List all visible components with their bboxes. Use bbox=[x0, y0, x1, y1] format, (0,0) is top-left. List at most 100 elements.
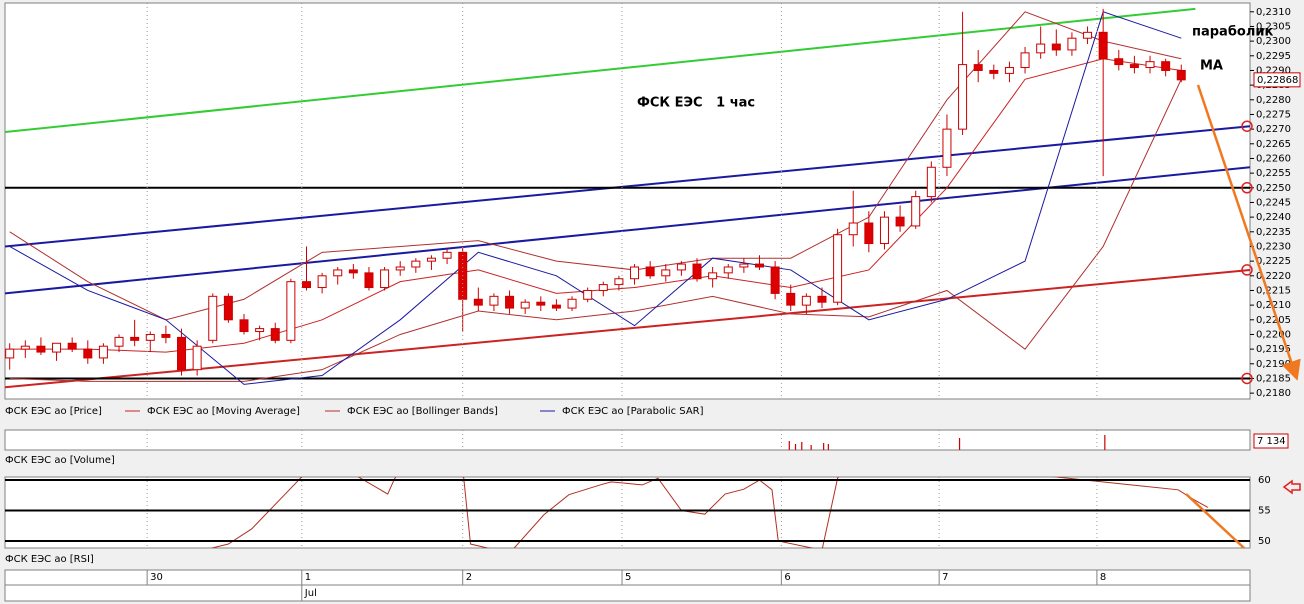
legend-label: ФСК ЕЭС ао [Price] bbox=[5, 406, 102, 417]
volume-bar bbox=[794, 444, 797, 450]
candle-body bbox=[505, 295, 515, 309]
candle-body bbox=[177, 336, 187, 371]
x-tick-label: 6 bbox=[784, 572, 790, 583]
candle-body bbox=[20, 345, 30, 350]
candle-body bbox=[114, 336, 124, 347]
trend-line bbox=[5, 125, 1250, 248]
line-end-marker bbox=[1241, 264, 1253, 276]
y-tick-label: 0,2225 bbox=[1256, 256, 1291, 267]
y-tick-label: 0,2190 bbox=[1256, 359, 1291, 370]
candle-body bbox=[83, 348, 93, 359]
bollinger-upper bbox=[9, 11, 1182, 321]
candle-body bbox=[411, 260, 421, 268]
candle-body bbox=[442, 251, 452, 259]
volume-bar bbox=[801, 442, 803, 450]
candle-body bbox=[161, 333, 171, 338]
panel-label: ФСК ЕЭС ао [Volume] bbox=[5, 455, 115, 466]
candle-body bbox=[301, 281, 311, 289]
forecast-arrow bbox=[1196, 84, 1301, 381]
candle-body bbox=[895, 216, 905, 227]
candle-body bbox=[317, 275, 327, 289]
candle-body bbox=[223, 295, 233, 321]
candle-body bbox=[1083, 31, 1093, 39]
volume-bar bbox=[788, 441, 790, 450]
y-tick-label: 0,2270 bbox=[1256, 124, 1291, 135]
candle-body bbox=[754, 263, 764, 268]
indicator-line bbox=[9, 58, 1182, 353]
y-tick-label: 0,2305 bbox=[1256, 21, 1291, 32]
y-tick-label: 0,2205 bbox=[1256, 315, 1291, 326]
chart-annotation: ФСК ЕЭС 1 час bbox=[637, 96, 755, 111]
y-tick-label: 0,2245 bbox=[1256, 197, 1291, 208]
candle-body bbox=[286, 281, 296, 341]
candle-body bbox=[614, 278, 624, 286]
candle-body bbox=[645, 266, 655, 277]
x-tick-label: 7 bbox=[942, 572, 948, 583]
candle-body bbox=[973, 64, 983, 71]
y-tick-label: 0,2280 bbox=[1256, 95, 1291, 106]
y-tick-label: 0,2250 bbox=[1256, 183, 1291, 194]
candle-body bbox=[1020, 52, 1030, 69]
y-tick-label: 0,2235 bbox=[1256, 227, 1291, 238]
candle-body bbox=[1129, 64, 1139, 69]
candle-body bbox=[770, 266, 780, 294]
candle-body bbox=[583, 289, 593, 300]
y-tick-label: 0,2310 bbox=[1256, 7, 1291, 18]
month-label: Jul bbox=[304, 588, 317, 599]
y-tick-label: 0,2180 bbox=[1256, 388, 1291, 399]
x-tick-label: 1 bbox=[305, 572, 311, 583]
candle-body bbox=[723, 266, 733, 274]
forecast-arrow bbox=[1185, 493, 1245, 549]
volume-bar bbox=[823, 443, 825, 450]
candle-body bbox=[786, 292, 796, 306]
panel-layer bbox=[788, 435, 1106, 450]
y-tick-label: 0,2260 bbox=[1256, 153, 1291, 164]
candle-body bbox=[426, 257, 436, 262]
y-tick-label: 0,2295 bbox=[1256, 51, 1291, 62]
trend-line bbox=[5, 7, 1196, 134]
candle-body bbox=[380, 269, 390, 289]
y-tick-label: 0,2230 bbox=[1256, 241, 1291, 252]
candle-body bbox=[833, 234, 843, 303]
legend-label: ФСК ЕЭС ао [Parabolic SAR] bbox=[562, 406, 704, 417]
candle-body bbox=[692, 263, 702, 280]
candle-body bbox=[661, 269, 671, 277]
y-tick-label: 55 bbox=[1258, 506, 1271, 517]
y-tick-label: 0,2265 bbox=[1256, 139, 1291, 150]
candle-body bbox=[255, 328, 265, 333]
candle-body bbox=[1114, 58, 1124, 66]
candle-body bbox=[1004, 67, 1014, 74]
chart-annotation: MA bbox=[1200, 59, 1223, 74]
candle-body bbox=[551, 304, 561, 309]
candle-body bbox=[52, 342, 62, 353]
volume-bar bbox=[958, 438, 961, 450]
candle-body bbox=[958, 64, 968, 130]
candle-body bbox=[911, 196, 921, 227]
indicator-line bbox=[9, 11, 1182, 385]
panel-layer bbox=[5, 7, 1250, 389]
last-price-label: 0,22868 bbox=[1257, 75, 1298, 86]
candle-body bbox=[395, 266, 405, 271]
candle-body bbox=[36, 345, 46, 353]
candle-body bbox=[1161, 61, 1171, 71]
line-end-marker bbox=[1241, 372, 1253, 385]
candle-body bbox=[1036, 43, 1046, 54]
candle-body bbox=[348, 269, 358, 274]
x-tick-label: 2 bbox=[466, 572, 472, 583]
candle-body bbox=[942, 128, 952, 168]
x-tick-label: 8 bbox=[1100, 572, 1106, 583]
candle-body bbox=[67, 342, 77, 350]
volume-bar bbox=[810, 445, 812, 450]
y-tick-label: 0,2275 bbox=[1256, 109, 1291, 120]
candle-body bbox=[270, 328, 280, 341]
y-tick-label: 0,2185 bbox=[1256, 373, 1291, 384]
panel-label: ФСК ЕЭС ао [RSI] bbox=[5, 554, 94, 565]
last-volume-box bbox=[1253, 433, 1289, 449]
candle-body bbox=[848, 222, 858, 236]
candle-body bbox=[333, 269, 343, 277]
y-tick-label: 0,2240 bbox=[1256, 212, 1291, 223]
candle-body bbox=[739, 263, 749, 268]
candle-body bbox=[5, 348, 15, 359]
candle-body bbox=[520, 301, 530, 309]
